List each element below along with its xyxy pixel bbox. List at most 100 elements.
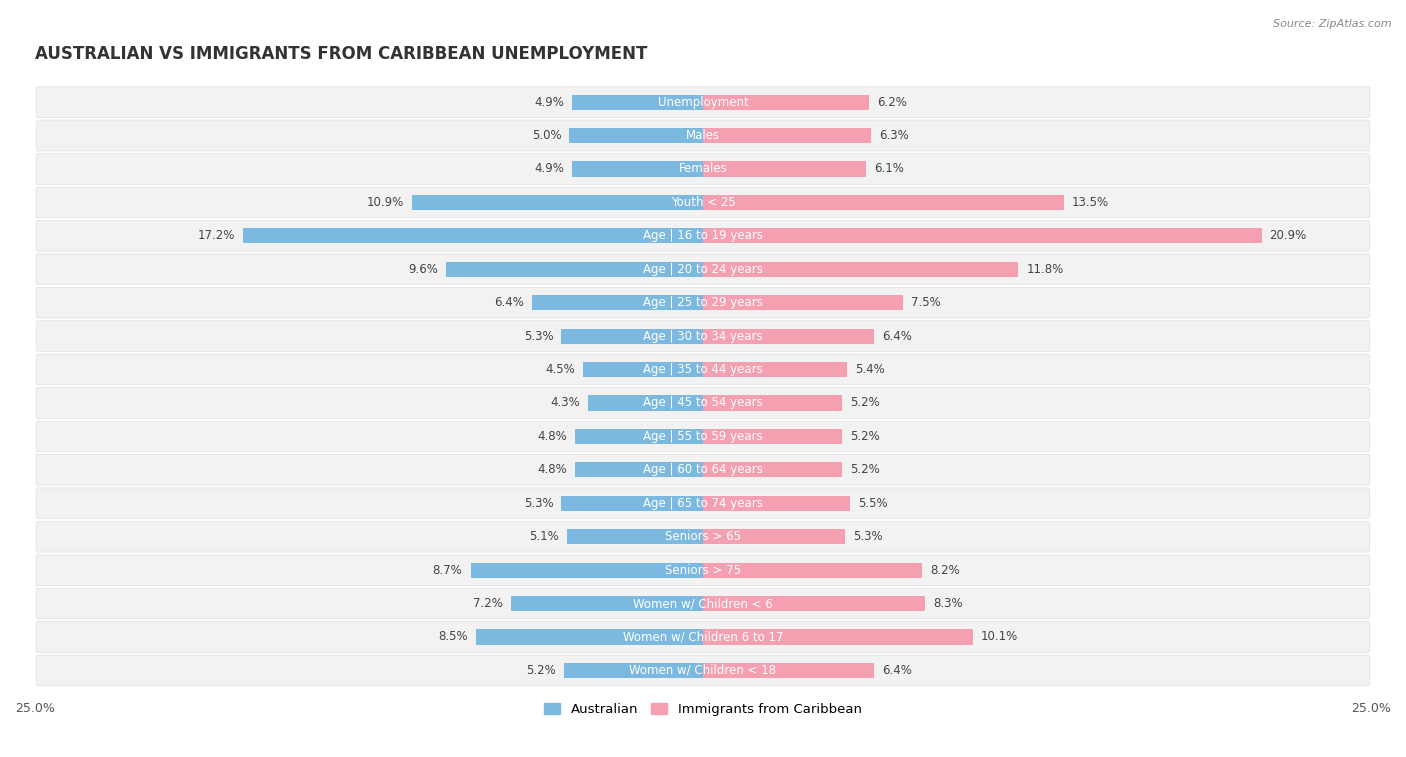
Text: Age | 65 to 74 years: Age | 65 to 74 years: [643, 497, 763, 509]
Text: 11.8%: 11.8%: [1026, 263, 1063, 276]
Text: 5.1%: 5.1%: [529, 530, 558, 544]
Text: 4.8%: 4.8%: [537, 463, 567, 476]
Text: 6.3%: 6.3%: [879, 129, 910, 142]
Text: 10.1%: 10.1%: [981, 631, 1018, 643]
Bar: [703, 562, 922, 578]
Text: 9.6%: 9.6%: [409, 263, 439, 276]
Text: 8.7%: 8.7%: [433, 564, 463, 577]
FancyBboxPatch shape: [37, 154, 1369, 185]
FancyBboxPatch shape: [37, 187, 1369, 218]
Text: Age | 55 to 59 years: Age | 55 to 59 years: [643, 430, 763, 443]
Bar: [447, 262, 703, 277]
FancyBboxPatch shape: [37, 454, 1369, 485]
FancyBboxPatch shape: [37, 288, 1369, 318]
Text: 7.2%: 7.2%: [472, 597, 502, 610]
Text: Women w/ Children < 18: Women w/ Children < 18: [630, 664, 776, 677]
Text: Age | 35 to 44 years: Age | 35 to 44 years: [643, 363, 763, 376]
Text: Unemployment: Unemployment: [658, 95, 748, 108]
Bar: [703, 362, 848, 377]
Text: 6.4%: 6.4%: [494, 296, 524, 309]
Text: 5.3%: 5.3%: [852, 530, 883, 544]
Text: 5.5%: 5.5%: [858, 497, 887, 509]
FancyBboxPatch shape: [37, 220, 1369, 251]
Text: 20.9%: 20.9%: [1270, 229, 1306, 242]
Text: Youth < 25: Youth < 25: [671, 196, 735, 209]
Text: 5.4%: 5.4%: [855, 363, 884, 376]
Text: Age | 25 to 29 years: Age | 25 to 29 years: [643, 296, 763, 309]
Bar: [510, 596, 703, 611]
Bar: [567, 529, 703, 544]
Bar: [703, 229, 1261, 243]
Bar: [703, 596, 925, 611]
Bar: [569, 128, 703, 143]
Text: Seniors > 75: Seniors > 75: [665, 564, 741, 577]
Bar: [703, 95, 869, 110]
Bar: [703, 630, 973, 644]
Text: Age | 16 to 19 years: Age | 16 to 19 years: [643, 229, 763, 242]
Bar: [703, 195, 1064, 210]
Bar: [703, 429, 842, 444]
Bar: [703, 496, 851, 511]
Bar: [412, 195, 703, 210]
FancyBboxPatch shape: [37, 421, 1369, 452]
Text: Women w/ Children < 6: Women w/ Children < 6: [633, 597, 773, 610]
Text: 4.8%: 4.8%: [537, 430, 567, 443]
Text: 6.4%: 6.4%: [882, 664, 912, 677]
Bar: [582, 362, 703, 377]
Text: Seniors > 65: Seniors > 65: [665, 530, 741, 544]
Bar: [531, 295, 703, 310]
Text: 5.3%: 5.3%: [523, 329, 554, 343]
Text: AUSTRALIAN VS IMMIGRANTS FROM CARIBBEAN UNEMPLOYMENT: AUSTRALIAN VS IMMIGRANTS FROM CARIBBEAN …: [35, 45, 647, 64]
Bar: [703, 329, 875, 344]
Bar: [703, 529, 845, 544]
FancyBboxPatch shape: [37, 388, 1369, 419]
Bar: [572, 161, 703, 176]
Text: 6.2%: 6.2%: [877, 95, 907, 108]
Text: 4.9%: 4.9%: [534, 95, 564, 108]
Bar: [561, 329, 703, 344]
Bar: [703, 295, 904, 310]
Bar: [703, 161, 866, 176]
Bar: [243, 229, 703, 243]
Bar: [471, 562, 703, 578]
FancyBboxPatch shape: [37, 655, 1369, 686]
Text: 5.2%: 5.2%: [851, 463, 880, 476]
Bar: [703, 663, 875, 678]
Text: Age | 30 to 34 years: Age | 30 to 34 years: [643, 329, 763, 343]
Text: 8.5%: 8.5%: [439, 631, 468, 643]
FancyBboxPatch shape: [37, 120, 1369, 151]
Bar: [703, 463, 842, 478]
Text: Females: Females: [679, 163, 727, 176]
Bar: [561, 496, 703, 511]
Text: Women w/ Children 6 to 17: Women w/ Children 6 to 17: [623, 631, 783, 643]
Text: Males: Males: [686, 129, 720, 142]
FancyBboxPatch shape: [37, 87, 1369, 117]
Text: 4.3%: 4.3%: [550, 397, 581, 410]
FancyBboxPatch shape: [37, 321, 1369, 351]
Text: Age | 20 to 24 years: Age | 20 to 24 years: [643, 263, 763, 276]
Text: 4.9%: 4.9%: [534, 163, 564, 176]
Text: 5.2%: 5.2%: [851, 397, 880, 410]
FancyBboxPatch shape: [37, 254, 1369, 285]
FancyBboxPatch shape: [37, 555, 1369, 585]
FancyBboxPatch shape: [37, 354, 1369, 385]
Bar: [703, 262, 1018, 277]
Bar: [575, 463, 703, 478]
Bar: [588, 395, 703, 410]
Text: 5.2%: 5.2%: [526, 664, 555, 677]
FancyBboxPatch shape: [37, 621, 1369, 653]
Bar: [564, 663, 703, 678]
Text: 13.5%: 13.5%: [1071, 196, 1109, 209]
Text: 5.2%: 5.2%: [851, 430, 880, 443]
Text: 6.1%: 6.1%: [875, 163, 904, 176]
Text: 5.3%: 5.3%: [523, 497, 554, 509]
Bar: [475, 630, 703, 644]
Legend: Australian, Immigrants from Caribbean: Australian, Immigrants from Caribbean: [538, 697, 868, 721]
Text: 8.2%: 8.2%: [931, 564, 960, 577]
Text: 4.5%: 4.5%: [546, 363, 575, 376]
Text: Age | 60 to 64 years: Age | 60 to 64 years: [643, 463, 763, 476]
Text: 5.0%: 5.0%: [531, 129, 561, 142]
Text: Age | 45 to 54 years: Age | 45 to 54 years: [643, 397, 763, 410]
Text: 10.9%: 10.9%: [367, 196, 404, 209]
Text: 8.3%: 8.3%: [932, 597, 963, 610]
